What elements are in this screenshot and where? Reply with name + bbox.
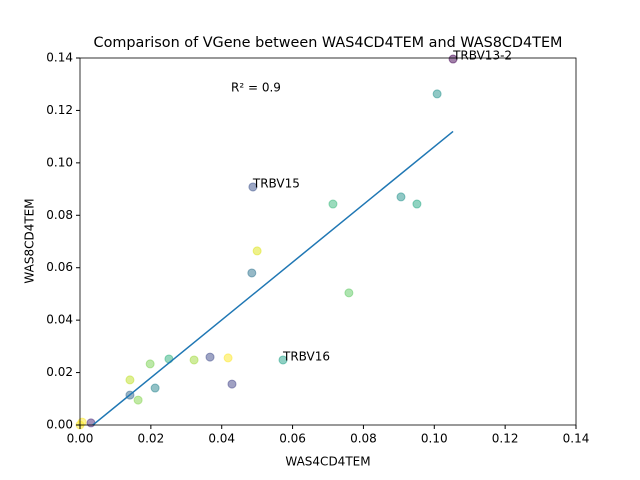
- y-axis-label: WAS8CD4TEM: [23, 198, 37, 283]
- point: [86, 418, 96, 428]
- point: [150, 383, 160, 393]
- point: [247, 268, 257, 278]
- y-tick-label: 0.04: [46, 313, 73, 327]
- y-tick-label: 0.12: [46, 103, 73, 117]
- y-tick-label: 0.10: [46, 155, 73, 169]
- x-axis-label: WAS4CD4TEM: [285, 455, 370, 469]
- fit-line: [91, 130, 454, 425]
- point: [432, 89, 442, 99]
- y-tick-label: 0.02: [46, 365, 73, 379]
- point: [189, 355, 199, 365]
- x-tick-label: 0.00: [67, 432, 94, 446]
- y-tick-label: 0.06: [46, 260, 73, 274]
- point: [412, 199, 422, 209]
- point: [145, 359, 155, 369]
- x-tick-label: 0.10: [421, 432, 448, 446]
- point: [205, 352, 215, 362]
- point-label: TRBV15: [252, 176, 300, 190]
- point: [164, 354, 174, 364]
- x-tick-label: 0.08: [350, 432, 377, 446]
- point-label: TRBV13-2: [452, 49, 512, 63]
- point: [227, 379, 237, 389]
- annotation: R² = 0.9: [231, 81, 281, 95]
- x-tick-label: 0.12: [492, 432, 519, 446]
- point: [278, 355, 288, 365]
- point: [396, 192, 406, 202]
- point-label: TRBV16: [282, 349, 330, 363]
- point: [248, 182, 258, 192]
- point: [328, 199, 338, 209]
- x-tick-label: 0.04: [208, 432, 235, 446]
- point: [125, 375, 135, 385]
- x-tick-label: 0.14: [563, 432, 590, 446]
- axes-frame: [79, 57, 577, 426]
- point: [344, 288, 354, 298]
- point: [448, 54, 458, 64]
- point: [252, 246, 262, 256]
- y-tick-label: 0.00: [46, 418, 73, 432]
- x-tick-label: 0.06: [279, 432, 306, 446]
- point: [133, 395, 143, 405]
- x-tick-label: 0.02: [137, 432, 164, 446]
- y-tick-label: 0.14: [46, 51, 73, 65]
- plot-area: TRBV13-2 TRBV15 TRBV16: [75, 49, 512, 430]
- point: [223, 353, 233, 363]
- chart-title: Comparison of VGene between WAS4CD4TEM a…: [94, 35, 563, 51]
- y-tick-label: 0.08: [46, 208, 73, 222]
